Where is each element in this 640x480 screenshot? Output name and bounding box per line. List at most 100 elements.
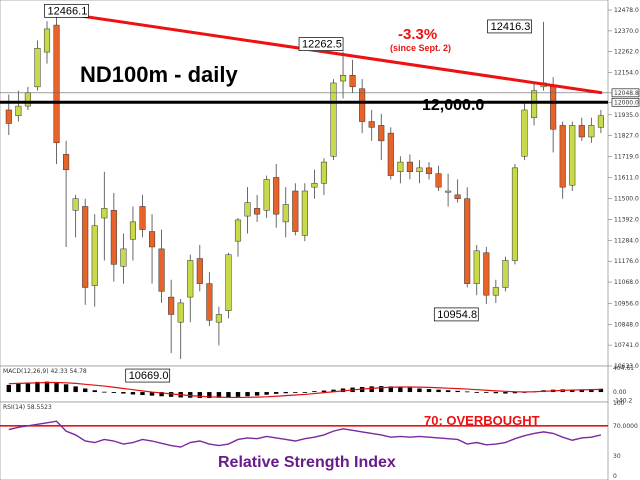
- price-callouts: 12466.1 12262.5 12416.3 10669.0 10954.8: [44, 3, 532, 383]
- macd-bar: [121, 392, 126, 394]
- candle-bull: [34, 47, 41, 88]
- candle-bear: [5, 109, 12, 124]
- change-annotation: -3.3%: [398, 26, 437, 43]
- macd-bar: [102, 391, 107, 393]
- candle-bull: [177, 302, 184, 323]
- overlays: [0, 10, 608, 104]
- macd-bar: [379, 386, 384, 393]
- macd-bar: [312, 391, 317, 393]
- macd-bar: [331, 389, 336, 393]
- macd-bar: [598, 388, 604, 393]
- macd-bar: [54, 382, 59, 393]
- candle-bear: [63, 154, 70, 171]
- price-callout-label: 10954.8: [437, 309, 477, 321]
- candle-bear: [139, 206, 146, 230]
- macd-bar: [264, 392, 269, 395]
- macd-bar: [140, 392, 145, 396]
- candle-bear: [110, 210, 117, 265]
- candle-bull: [511, 167, 519, 261]
- price-tick-label: 10956.0: [614, 301, 639, 308]
- candle-bear: [168, 296, 175, 315]
- macd-bar: [302, 392, 308, 393]
- macd-bar: [159, 392, 164, 397]
- price-callout-label: 12416.3: [491, 21, 531, 33]
- macd-bar: [16, 383, 21, 393]
- price-callout-box: [44, 3, 89, 18]
- price-callout-box: [433, 307, 479, 322]
- macd-bar: [465, 391, 470, 393]
- price-callout-label: 10669.0: [129, 370, 169, 382]
- level-label: 12,000.0: [422, 97, 484, 114]
- price-tick-label: 12262.0: [614, 49, 639, 56]
- chart-title: ND100m - daily: [80, 62, 238, 87]
- macd-header: MACD(12,26,9) 42.33 54.78: [3, 368, 87, 375]
- price-callout-box: [125, 368, 171, 383]
- rsi-tick-label: 100: [613, 400, 625, 407]
- price-tick-label: 12478.0: [614, 7, 639, 14]
- macd-bar: [321, 390, 327, 393]
- candle-bull: [416, 167, 423, 172]
- candle-bull: [225, 254, 232, 311]
- price-tick-label: 12154.0: [614, 70, 639, 77]
- candle-bear: [578, 125, 585, 138]
- candle-bear: [559, 125, 566, 188]
- macd-tick-label: 404.61: [613, 365, 634, 372]
- candle-bear: [349, 74, 356, 88]
- candle-bear: [454, 194, 461, 199]
- change-note: (since Sept. 2): [390, 43, 451, 53]
- macd-bar: [589, 389, 594, 393]
- macd-bar: [6, 384, 11, 393]
- macd-bar: [293, 392, 298, 393]
- macd-tick-label: 0.00: [613, 389, 627, 396]
- candle-bear: [53, 24, 60, 144]
- candle-bull: [263, 179, 270, 211]
- candle-bear: [292, 190, 299, 232]
- candle-bull: [244, 202, 251, 217]
- macd-bar: [92, 390, 97, 393]
- candle-bull: [101, 208, 108, 219]
- rsi-tick-label: 0: [613, 473, 617, 480]
- candle-bull: [330, 82, 337, 157]
- price-tick-label: 11176.0: [614, 258, 639, 265]
- macd-bar: [235, 392, 241, 397]
- candle-bull: [15, 105, 22, 117]
- price-axis-marker: [611, 88, 640, 98]
- price-axis: 12478.0 12370.0 12262.0 12154.0 12048.8 12000…: [608, 7, 640, 370]
- macd-bar: [35, 381, 40, 393]
- macd-bar: [445, 390, 451, 393]
- trendline: [55, 10, 603, 95]
- macd-bar: [398, 386, 403, 393]
- macd-bar: [63, 384, 69, 393]
- price-tick-label: 10848.0: [614, 322, 639, 329]
- price-tick-label: 11935.0: [614, 112, 639, 119]
- candles: [5, 12, 604, 360]
- candle-bull: [445, 190, 452, 193]
- macd-bar: [474, 392, 479, 393]
- price-tick-label: 12370.0: [614, 28, 639, 35]
- rsi-tick-label: 30: [613, 453, 621, 460]
- macd-bar: [149, 392, 155, 396]
- price-tick-label: 11827.0: [614, 133, 639, 140]
- macd-axis: 404.61 0.00-140.2: [613, 365, 634, 404]
- candle-bear: [378, 125, 385, 142]
- macd-bar: [83, 388, 88, 393]
- rsi-indicator: [0, 420, 608, 448]
- candle-bull: [597, 115, 604, 128]
- price-tick-label: 11500.0: [614, 196, 639, 203]
- candle-bear: [387, 132, 394, 176]
- macd-bar: [493, 392, 499, 394]
- macd-bar: [484, 392, 489, 393]
- candle-bull: [215, 314, 222, 323]
- candle-bull: [129, 221, 136, 240]
- candle-bear: [273, 177, 280, 215]
- candle-bear: [550, 86, 557, 130]
- candle-bear: [483, 252, 490, 296]
- macd-bar: [254, 392, 260, 396]
- price-callout-box: [487, 19, 532, 34]
- candle-bear: [158, 248, 165, 292]
- macd-bar: [188, 392, 193, 398]
- candle-bull: [120, 248, 127, 267]
- price-callout-label: 12466.1: [48, 5, 88, 17]
- rsi-tick-label: 70.0000: [613, 423, 638, 430]
- macd-bar: [512, 392, 518, 394]
